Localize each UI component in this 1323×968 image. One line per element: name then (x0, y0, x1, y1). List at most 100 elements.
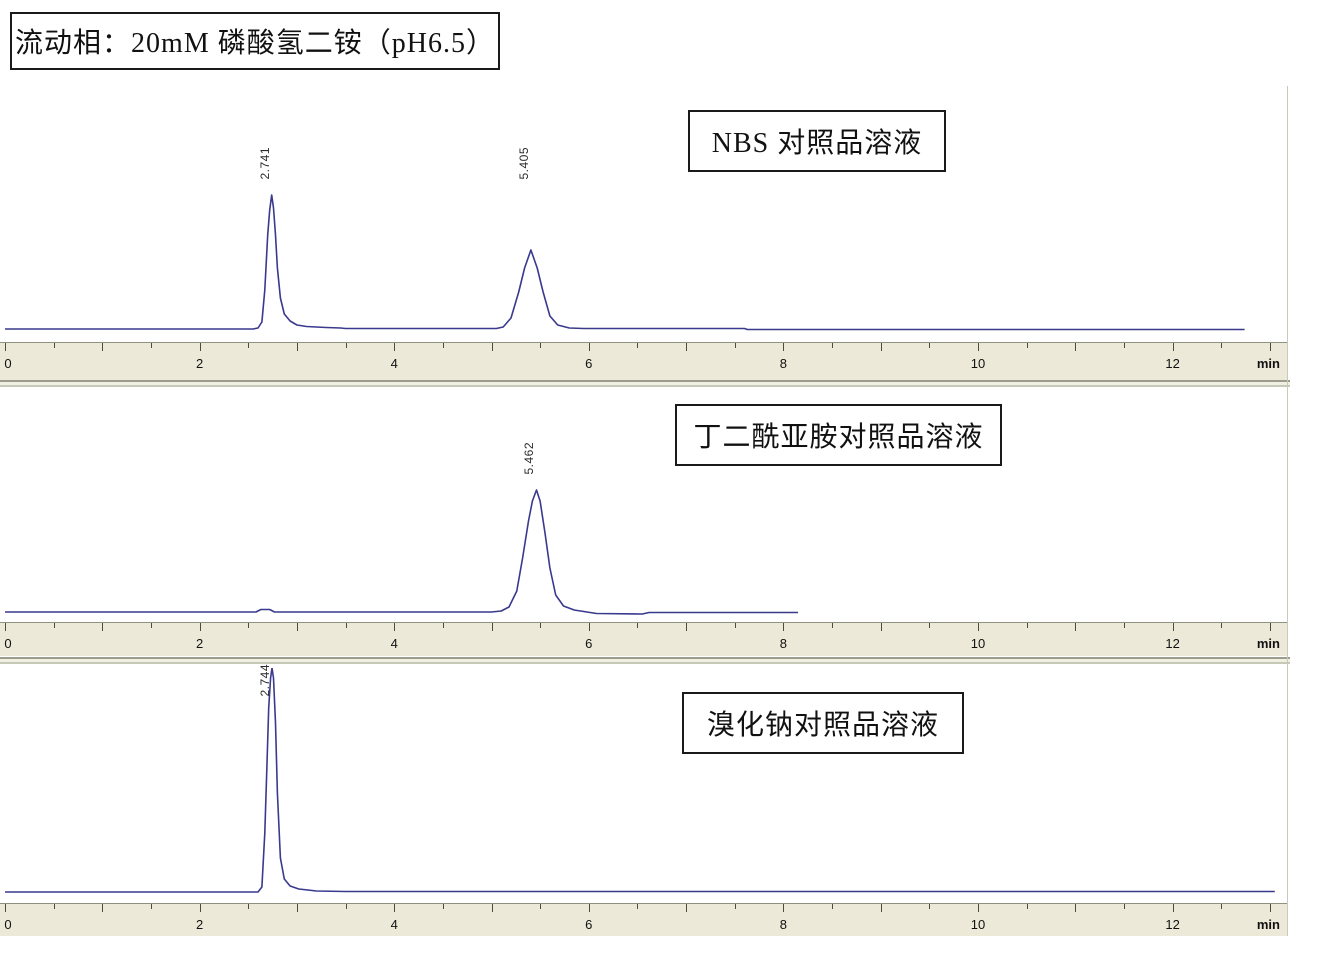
axis-tick (881, 623, 882, 631)
axis-tick (1173, 343, 1174, 351)
axis-tick (1270, 343, 1271, 351)
axis-tick (589, 623, 590, 631)
axis-tick (297, 904, 298, 912)
axis-unit-label: min (1256, 356, 1280, 371)
axis-tick-label: 6 (585, 636, 593, 651)
axis-tick (346, 343, 347, 348)
axis-tick (589, 904, 590, 912)
axis-tick (248, 904, 249, 909)
axis-tick (978, 904, 979, 912)
axis-tick (54, 343, 55, 348)
axis-tick (443, 904, 444, 909)
axis-tick (929, 623, 930, 628)
axis-tick (735, 623, 736, 628)
peak-retention-time-label: 2.741 (257, 147, 272, 180)
axis-tick (637, 904, 638, 909)
axis-tick (248, 343, 249, 348)
axis-tick (297, 343, 298, 351)
axis-tick (783, 623, 784, 631)
axis-tick (783, 904, 784, 912)
axis-tick (832, 623, 833, 628)
axis-tick (346, 623, 347, 628)
chromatogram-trace-succinimide (5, 489, 798, 615)
axis-tick (832, 343, 833, 348)
section-divider (0, 380, 1290, 387)
axis-tick (686, 343, 687, 351)
section-divider (0, 657, 1290, 664)
axis-tick (1270, 904, 1271, 912)
axis-tick (5, 343, 6, 351)
axis-tick-label: 4 (390, 917, 398, 932)
axis-tick (443, 623, 444, 628)
axis-tick-label: 12 (1165, 917, 1180, 932)
axis-tick-label: 12 (1165, 356, 1180, 371)
axis-tick-label: 10 (970, 636, 986, 651)
axis-tick-label: 4 (390, 356, 398, 371)
axis-tick (1075, 343, 1076, 351)
axis-tick (1027, 904, 1028, 909)
axis-tick (1221, 623, 1222, 628)
axis-tick (394, 904, 395, 912)
axis-tick (1027, 343, 1028, 348)
axis-tick (297, 623, 298, 631)
axis-tick-label: 8 (779, 356, 787, 371)
axis-tick (1221, 904, 1222, 909)
axis-tick-label: 12 (1165, 636, 1180, 651)
axis-tick (1075, 904, 1076, 912)
axis-tick-label: 2 (195, 917, 204, 932)
chromatogram-trace-sodium-bromide (5, 668, 1275, 893)
axis-tick-label: 2 (195, 356, 204, 371)
axis-tick (881, 904, 882, 912)
axis-tick-label: 10 (970, 917, 986, 932)
axis-tick-label: 0 (4, 917, 12, 932)
axis-tick (200, 904, 201, 912)
axis-tick (102, 623, 103, 631)
axis-tick-label: 6 (585, 917, 593, 932)
chromatogram-title-succinimide: 丁二酰亚胺对照品溶液 (675, 404, 1002, 466)
chromatogram-title-nbs: NBS 对照品溶液 (688, 110, 946, 172)
axis-tick (735, 904, 736, 909)
axis-tick (929, 343, 930, 348)
window-right-border (1287, 86, 1288, 936)
axis-tick (54, 904, 55, 909)
axis-tick (5, 904, 6, 912)
axis-tick (540, 343, 541, 348)
time-axis-sodium-bromide: 0 2 4 6 8 10 12 min (0, 903, 1288, 936)
axis-tick-label: 0 (4, 356, 12, 371)
axis-tick (637, 343, 638, 348)
mobile-phase-label: 流动相：20mM 磷酸氢二铵（pH6.5） (10, 12, 500, 70)
peak-retention-time-label: 2.744 (257, 664, 272, 697)
axis-tick (443, 343, 444, 348)
time-axis-nbs: 0 2 4 6 8 10 12 min (0, 342, 1288, 380)
axis-tick (783, 343, 784, 351)
axis-unit-label: min (1256, 917, 1280, 932)
axis-tick (151, 343, 152, 348)
peak-retention-time-label: 5.405 (516, 147, 531, 180)
axis-tick (248, 623, 249, 628)
axis-tick (1075, 623, 1076, 631)
axis-tick (637, 623, 638, 628)
axis-tick (1124, 904, 1125, 909)
axis-tick (200, 343, 201, 351)
axis-tick (978, 343, 979, 351)
axis-tick (492, 904, 493, 912)
axis-tick (102, 904, 103, 912)
axis-tick-label: 6 (585, 356, 593, 371)
axis-tick (492, 343, 493, 351)
axis-tick (929, 904, 930, 909)
time-axis-succinimide: 0 2 4 6 8 10 12 min (0, 622, 1288, 656)
axis-tick (1173, 904, 1174, 912)
axis-tick (1124, 623, 1125, 628)
axis-tick (540, 623, 541, 628)
chromatogram-title-sodium-bromide: 溴化钠对照品溶液 (682, 692, 964, 754)
axis-tick (735, 343, 736, 348)
axis-tick (1124, 343, 1125, 348)
peak-retention-time-label: 5.462 (522, 442, 537, 475)
axis-unit-label: min (1256, 636, 1280, 651)
axis-tick (151, 904, 152, 909)
axis-tick (1027, 623, 1028, 628)
axis-tick (832, 904, 833, 909)
axis-tick (881, 343, 882, 351)
axis-tick (589, 343, 590, 351)
